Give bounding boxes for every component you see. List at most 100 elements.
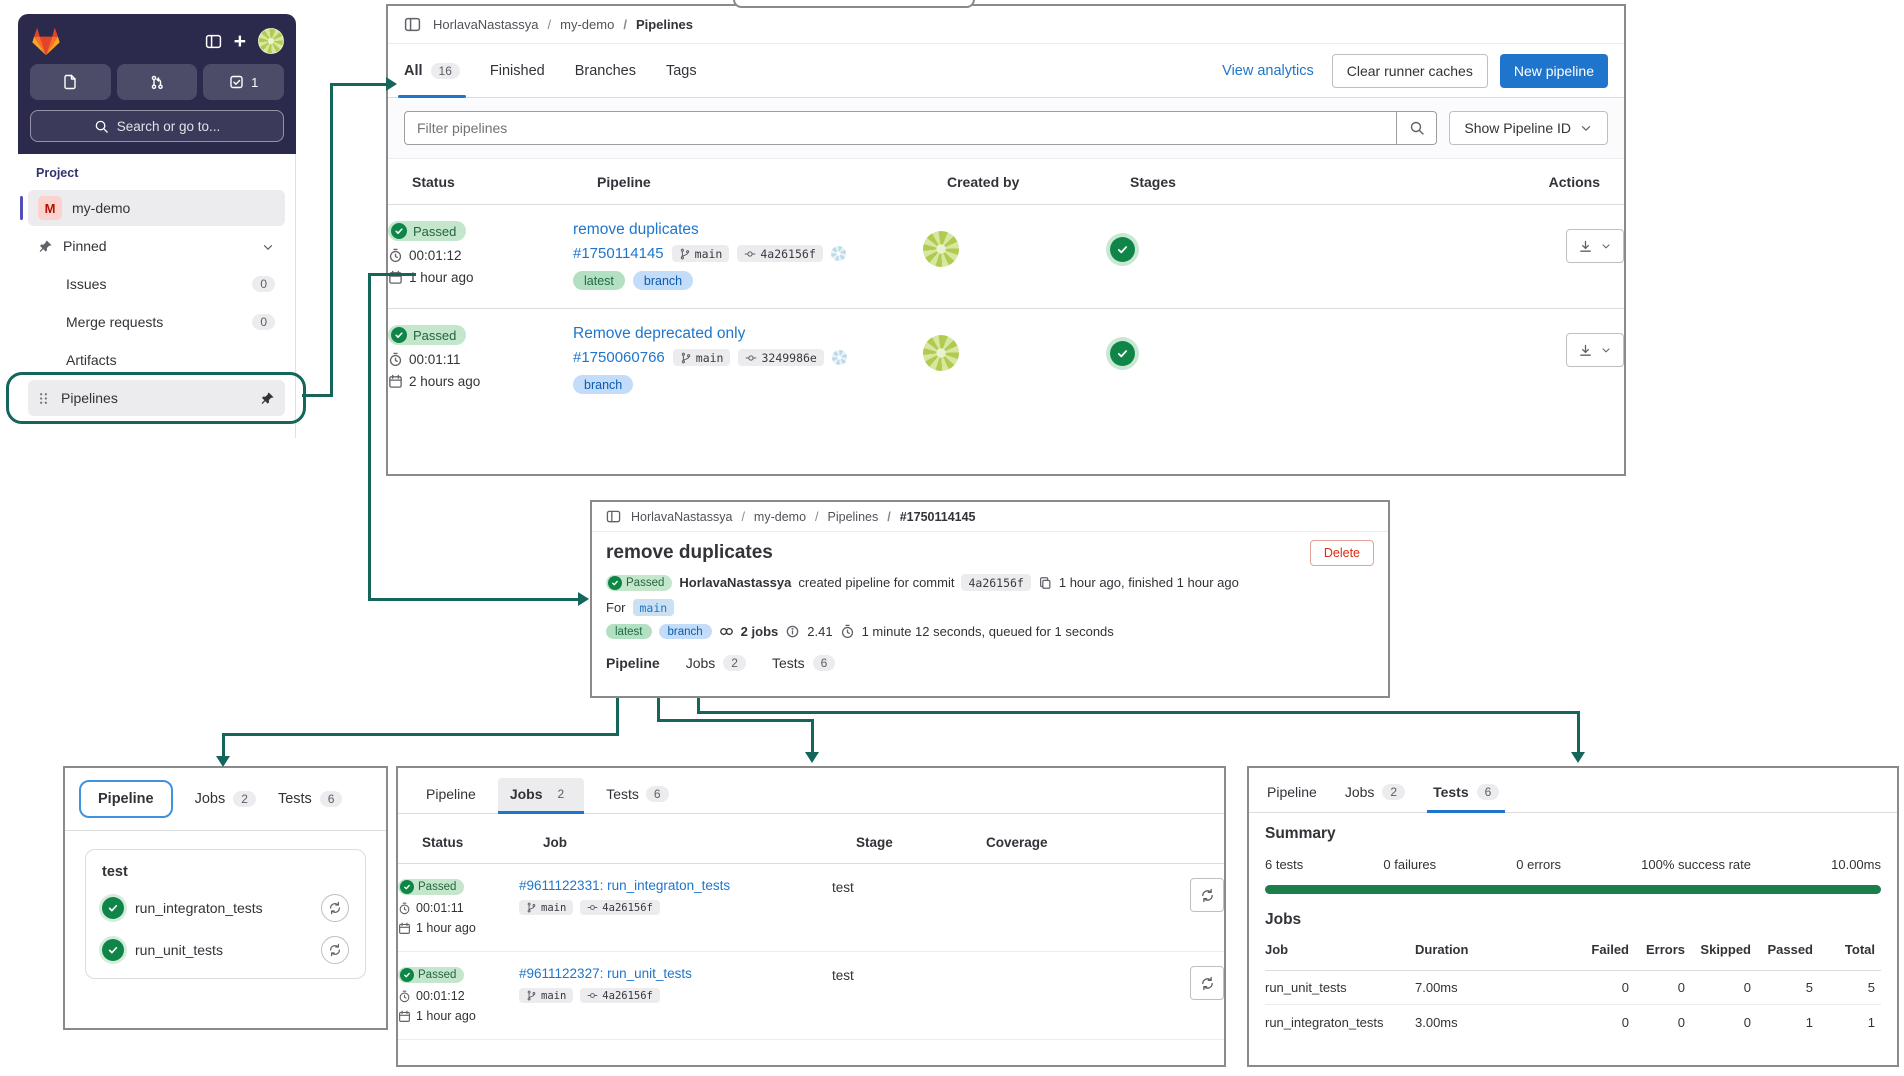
- retry-job-button[interactable]: [1190, 878, 1224, 912]
- download-artifacts-button[interactable]: [1566, 333, 1624, 367]
- collapse-sidebar-icon[interactable]: [205, 32, 222, 50]
- status-badge[interactable]: Passed: [398, 967, 465, 983]
- create-new-icon[interactable]: +: [233, 29, 246, 53]
- branch-chip[interactable]: main: [671, 245, 730, 262]
- jobs-count-link[interactable]: 2 jobs: [740, 624, 779, 639]
- commit-chip[interactable]: 4a26156f: [737, 245, 823, 262]
- commit-chip[interactable]: 4a26156f: [580, 988, 660, 1003]
- breadcrumb-user[interactable]: HorlavaNastassya: [631, 509, 733, 524]
- job-passed-icon[interactable]: [102, 897, 124, 919]
- tab-all[interactable]: All 16: [398, 44, 466, 98]
- tab-pipeline[interactable]: Pipeline: [414, 778, 488, 813]
- todo-shortcut-button[interactable]: 1: [203, 64, 285, 100]
- download-artifacts-button[interactable]: [1566, 229, 1624, 263]
- merge-requests-shortcut-button[interactable]: [116, 64, 198, 100]
- sidebar-item-issues[interactable]: Issues 0: [28, 266, 285, 302]
- tab-tests[interactable]: Tests 6: [1427, 778, 1506, 813]
- pipeline-id-link[interactable]: #1750114145: [573, 245, 664, 262]
- creator-avatar[interactable]: [923, 335, 959, 371]
- status-badge[interactable]: Passed: [388, 325, 467, 345]
- breadcrumb-pipelines[interactable]: Pipelines: [614, 17, 693, 32]
- ref-chip[interactable]: main: [632, 599, 675, 616]
- tab-pipeline[interactable]: Pipeline: [606, 655, 660, 671]
- pipeline-id-link[interactable]: #1750060766: [573, 349, 665, 366]
- view-analytics-link[interactable]: View analytics: [1222, 62, 1314, 79]
- check-circle-icon: [391, 327, 407, 343]
- tab-jobs[interactable]: Jobs 2: [686, 655, 746, 671]
- creator-avatar[interactable]: [923, 231, 959, 267]
- job-passed-icon[interactable]: [102, 939, 124, 961]
- tab-tags[interactable]: Tags: [666, 44, 697, 97]
- job-name[interactable]: run_integraton_tests: [135, 900, 263, 916]
- sidebar-item-merge-requests[interactable]: Merge requests 0: [28, 304, 285, 340]
- stage-passed-icon[interactable]: [1110, 341, 1135, 366]
- search-button[interactable]: [1397, 111, 1438, 145]
- commit-chip[interactable]: 4a26156f: [961, 574, 1031, 591]
- gitlab-logo[interactable]: [30, 26, 62, 56]
- commit-icon: [746, 354, 757, 361]
- status-badge[interactable]: Passed: [398, 879, 465, 895]
- tab-pipeline[interactable]: Pipeline: [1265, 778, 1319, 812]
- tab-tests[interactable]: Tests 6: [278, 791, 343, 807]
- breadcrumb-pipeline-id[interactable]: #1750114145: [878, 510, 976, 524]
- tab-jobs[interactable]: Jobs 2: [195, 791, 256, 807]
- retry-job-button[interactable]: [1190, 966, 1224, 1000]
- sidebar-item-pipelines[interactable]: Pipelines: [28, 380, 285, 416]
- job-link[interactable]: #9611122327: run_unit_tests: [519, 966, 692, 981]
- sidebar-item-project[interactable]: M my-demo: [20, 190, 285, 226]
- tab-tests[interactable]: Tests 6: [772, 655, 836, 671]
- status-badge[interactable]: Passed: [606, 574, 673, 591]
- breadcrumb-project[interactable]: my-demo: [539, 17, 614, 32]
- status-badge[interactable]: Passed: [388, 221, 467, 241]
- breadcrumb-project[interactable]: my-demo: [732, 510, 806, 524]
- search-input[interactable]: Search or go to...: [30, 110, 284, 142]
- pin-filled-icon[interactable]: [260, 390, 275, 407]
- branch-icon: [527, 990, 536, 1001]
- col-total: Total: [1844, 942, 1875, 957]
- status-cell: Passed 00:01:11 1 hour ago: [398, 878, 519, 935]
- retry-job-button[interactable]: [321, 894, 349, 922]
- new-pipeline-button[interactable]: New pipeline: [1499, 53, 1608, 88]
- chevron-down-icon: [1602, 348, 1610, 353]
- tab-tags-label: Tags: [665, 62, 697, 79]
- tab-pipeline[interactable]: Pipeline: [79, 780, 173, 818]
- stage-passed-icon[interactable]: [1110, 237, 1135, 262]
- job-link[interactable]: #9611122331: run_integraton_tests: [519, 878, 731, 893]
- branch-chip[interactable]: main: [519, 900, 574, 915]
- breadcrumb-user[interactable]: HorlavaNastassya: [433, 17, 539, 32]
- delete-button[interactable]: Delete: [1309, 540, 1374, 566]
- breadcrumb-pipelines[interactable]: Pipelines: [806, 510, 879, 524]
- sidebar-item-pinned[interactable]: Pinned: [28, 228, 285, 264]
- sidebar-item-artifacts[interactable]: Artifacts: [28, 342, 285, 378]
- creator-name[interactable]: HorlavaNastassya: [679, 575, 792, 590]
- arrow-pipelines-to-all: [302, 394, 333, 397]
- show-pipeline-id-dropdown[interactable]: Show Pipeline ID: [1449, 111, 1608, 145]
- user-avatar[interactable]: [258, 28, 284, 54]
- chevron-down-icon: [1581, 126, 1591, 131]
- tab-jobs-count: 2: [233, 791, 256, 807]
- issues-shortcut-button[interactable]: [30, 64, 111, 100]
- grip-dots-icon[interactable]: [36, 391, 51, 406]
- retry-job-button[interactable]: [321, 936, 349, 964]
- job-duration: 00:01:11: [416, 901, 464, 915]
- sidebar-toggle-icon[interactable]: [606, 509, 621, 524]
- pipeline-detail-panel: HorlavaNastassya my-demo Pipelines #1750…: [590, 500, 1390, 698]
- branch-chip[interactable]: main: [672, 349, 731, 366]
- active-indicator: [20, 196, 23, 220]
- tab-branches[interactable]: Branches: [575, 44, 636, 97]
- copy-icon[interactable]: [1038, 576, 1052, 590]
- tab-finished[interactable]: Finished: [490, 44, 545, 97]
- tab-jobs-count: 2: [723, 655, 746, 671]
- commit-chip[interactable]: 3249986e: [738, 349, 824, 366]
- sidebar-toggle-icon[interactable]: [404, 16, 421, 33]
- tab-jobs[interactable]: Jobs 2: [497, 778, 585, 814]
- tab-jobs[interactable]: Jobs 2: [1343, 778, 1407, 812]
- job-name[interactable]: run_unit_tests: [135, 942, 223, 958]
- pipeline-title-link[interactable]: remove duplicates: [573, 221, 699, 238]
- tab-tests[interactable]: Tests 6: [594, 778, 680, 813]
- clear-runner-caches-button[interactable]: Clear runner caches: [1331, 53, 1488, 88]
- commit-chip[interactable]: 4a26156f: [580, 900, 660, 915]
- pipeline-title-link[interactable]: Remove deprecated only: [573, 325, 746, 342]
- branch-chip[interactable]: main: [519, 988, 574, 1003]
- filter-pipelines-input[interactable]: [404, 111, 1398, 145]
